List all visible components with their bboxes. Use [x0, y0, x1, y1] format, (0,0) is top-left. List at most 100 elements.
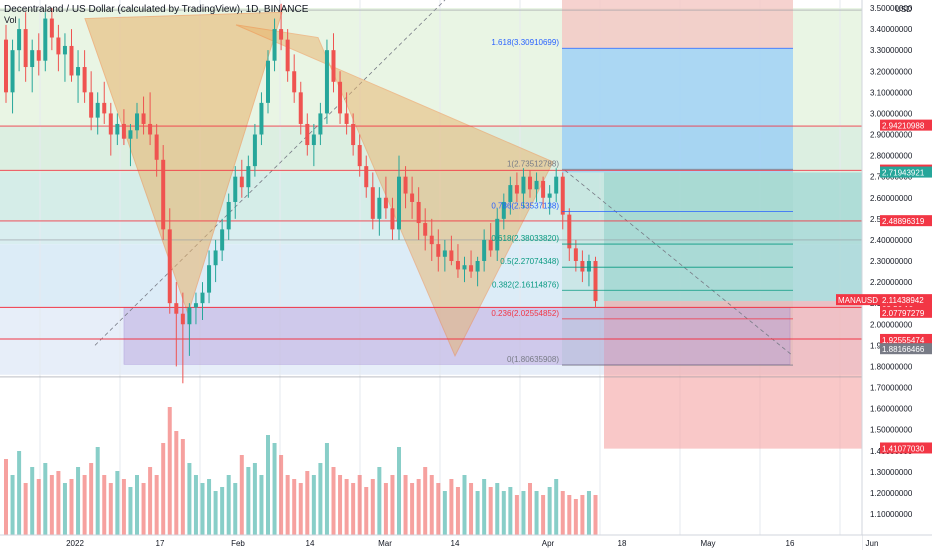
candle-body [17, 29, 22, 51]
symbol-tag [836, 294, 880, 306]
price-tick: 3.50000000 [870, 4, 913, 13]
volume-bar [49, 475, 54, 535]
candle-body [292, 71, 297, 93]
candle-body [226, 201, 231, 230]
candle-body [547, 193, 552, 198]
trend-dashed [94, 0, 446, 346]
volume-bar [475, 491, 480, 535]
price-tick: 1.20000000 [870, 489, 913, 498]
volume-bars [4, 407, 598, 535]
volume-bar [121, 479, 126, 535]
candle-body [338, 81, 343, 114]
candle-body [455, 261, 460, 270]
price-tick: 2.00000000 [870, 320, 913, 329]
volume-bar [514, 495, 519, 535]
candle-body [76, 67, 81, 76]
volume-bar [338, 475, 343, 535]
time-tick: May [700, 539, 715, 548]
price-tag [880, 215, 932, 227]
candle-body [115, 123, 120, 135]
fib-label: 1.618(3.30910699) [491, 38, 559, 47]
symbol-tag-text: MANAUSD [838, 296, 878, 305]
candle-body [377, 197, 382, 219]
candle-body [56, 37, 61, 55]
candle-body [36, 50, 41, 61]
volume-bar [128, 487, 133, 535]
price-tick: 2.80000000 [870, 152, 913, 161]
fib-label: 0.786(2.53537138) [491, 201, 559, 210]
candle-body [416, 201, 421, 224]
volume-bar [292, 479, 297, 535]
volume-bar [30, 467, 35, 535]
time-axis[interactable]: 2022 17 Feb 14 Mar 14 Apr 18 May 16 Jun [0, 534, 932, 550]
candle-body [121, 123, 126, 139]
volume-bar [82, 475, 87, 535]
fib-label: 1(2.73512788) [507, 159, 559, 168]
candle-body [272, 29, 277, 61]
volume-bar [167, 407, 172, 535]
pattern-triangle-2 [235, 24, 554, 358]
volume-bar [534, 491, 539, 535]
volume-bar [377, 467, 382, 535]
volume-bar [285, 475, 290, 535]
price-tick: 1.60000000 [870, 405, 913, 414]
price-tick: 2.30000000 [870, 257, 913, 266]
axis-bg [862, 0, 932, 550]
price-tag [880, 294, 932, 306]
fib-labels: 1.618(3.30910699) 1(2.73512788) 0.786(2.53… [491, 38, 793, 366]
fib-label: 0.618(2.38033820) [491, 234, 559, 243]
candle-body [573, 248, 578, 261]
time-tick: 14 [306, 539, 315, 548]
candle-body [180, 313, 185, 325]
candle-body [187, 307, 192, 325]
candle-body [285, 39, 290, 72]
volume-label: Vol [4, 15, 17, 25]
candle-body [220, 229, 225, 251]
candle-body [102, 102, 107, 114]
time-tick: Mar [378, 539, 392, 548]
volume-bar [573, 499, 578, 535]
volume-bar [318, 463, 323, 535]
stop-zone-top [562, 0, 793, 49]
price-tick: 3.10000000 [870, 88, 913, 97]
candle-body [30, 50, 35, 68]
volume-bar [187, 463, 192, 535]
volume-bar [305, 471, 310, 535]
volume-bar [436, 483, 441, 535]
candle-body [331, 50, 336, 82]
candle-body [482, 239, 487, 261]
candle-body [534, 180, 539, 190]
candle-body [593, 261, 598, 302]
horizontal-levels[interactable] [0, 9, 862, 378]
candle-body [528, 176, 532, 190]
time-tick: 17 [156, 539, 165, 548]
candle-body [370, 187, 375, 219]
candle-body [128, 130, 133, 139]
candle-body [233, 176, 238, 202]
volume-bar [161, 443, 166, 535]
volume-bar [324, 443, 329, 535]
volume-bar [220, 487, 225, 535]
volume-bar [586, 491, 591, 535]
volume-bar [397, 447, 401, 535]
price-tag [880, 343, 932, 355]
volume-bar [135, 475, 139, 535]
candle-body [49, 18, 54, 38]
volume-bar [239, 455, 244, 535]
candle-body [488, 239, 493, 251]
price-tag [880, 333, 932, 345]
harmonic-patterns[interactable] [84, 11, 554, 358]
volume-bar [141, 483, 146, 535]
price-tick: 3.30000000 [870, 46, 913, 55]
candle-body [554, 176, 559, 194]
price-tick: 2.20000000 [870, 278, 913, 287]
chart-title: Decentraland / US Dollar (calculated by … [4, 4, 309, 15]
volume-bar [76, 467, 81, 535]
price-tag-text: 2.94210988 [882, 122, 925, 131]
volume-bar [383, 483, 388, 535]
candle-body [495, 218, 500, 251]
volume-bar [469, 483, 474, 535]
fib-label: 0.382(2.16114876) [492, 280, 559, 289]
